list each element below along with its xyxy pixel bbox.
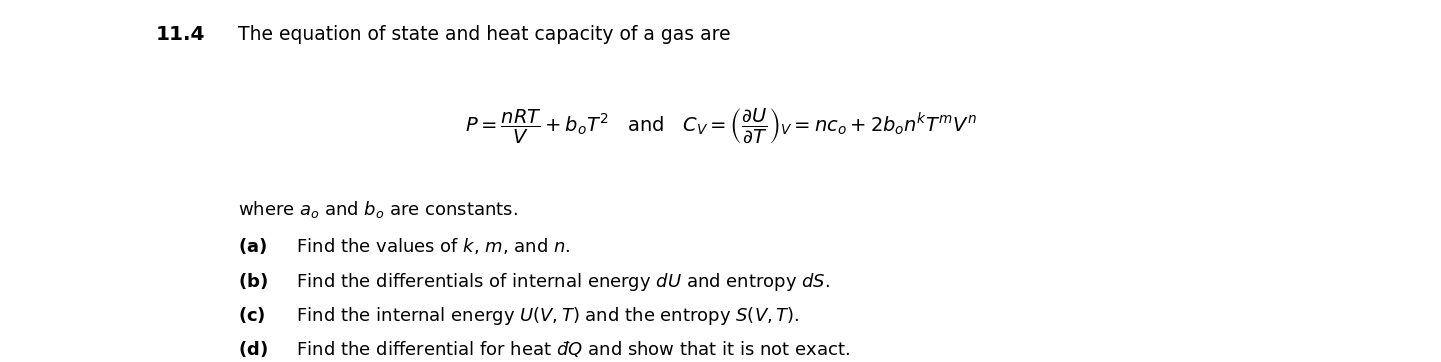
Text: 11.4: 11.4 [156,25,205,44]
Text: $\mathbf{(b)}$: $\mathbf{(b)}$ [238,271,268,291]
Text: Find the differentials of internal energy $dU$ and entropy $dS$.: Find the differentials of internal energ… [285,271,830,293]
Text: $\mathbf{(d)}$: $\mathbf{(d)}$ [238,338,268,359]
Text: Find the internal energy $U(V, T)$ and the entropy $S(V, T)$.: Find the internal energy $U(V, T)$ and t… [285,305,800,327]
Text: where $a_o$ and $b_o$ are constants.: where $a_o$ and $b_o$ are constants. [238,198,517,219]
Text: Find the differential for heat $\itđ Q$ and show that it is not exact.: Find the differential for heat $\itđ Q$ … [285,338,850,359]
Text: $P = \dfrac{nRT}{V} + b_oT^2$   and   $C_V = \left(\dfrac{\partial U}{\partial T: $P = \dfrac{nRT}{V} + b_oT^2$ and $C_V =… [464,106,977,145]
Text: $\mathbf{(c)}$: $\mathbf{(c)}$ [238,305,265,325]
Text: The equation of state and heat capacity of a gas are: The equation of state and heat capacity … [238,25,731,44]
Text: $\mathbf{(a)}$: $\mathbf{(a)}$ [238,236,267,256]
Text: Find the values of $k$, $m$, and $n$.: Find the values of $k$, $m$, and $n$. [285,236,571,256]
